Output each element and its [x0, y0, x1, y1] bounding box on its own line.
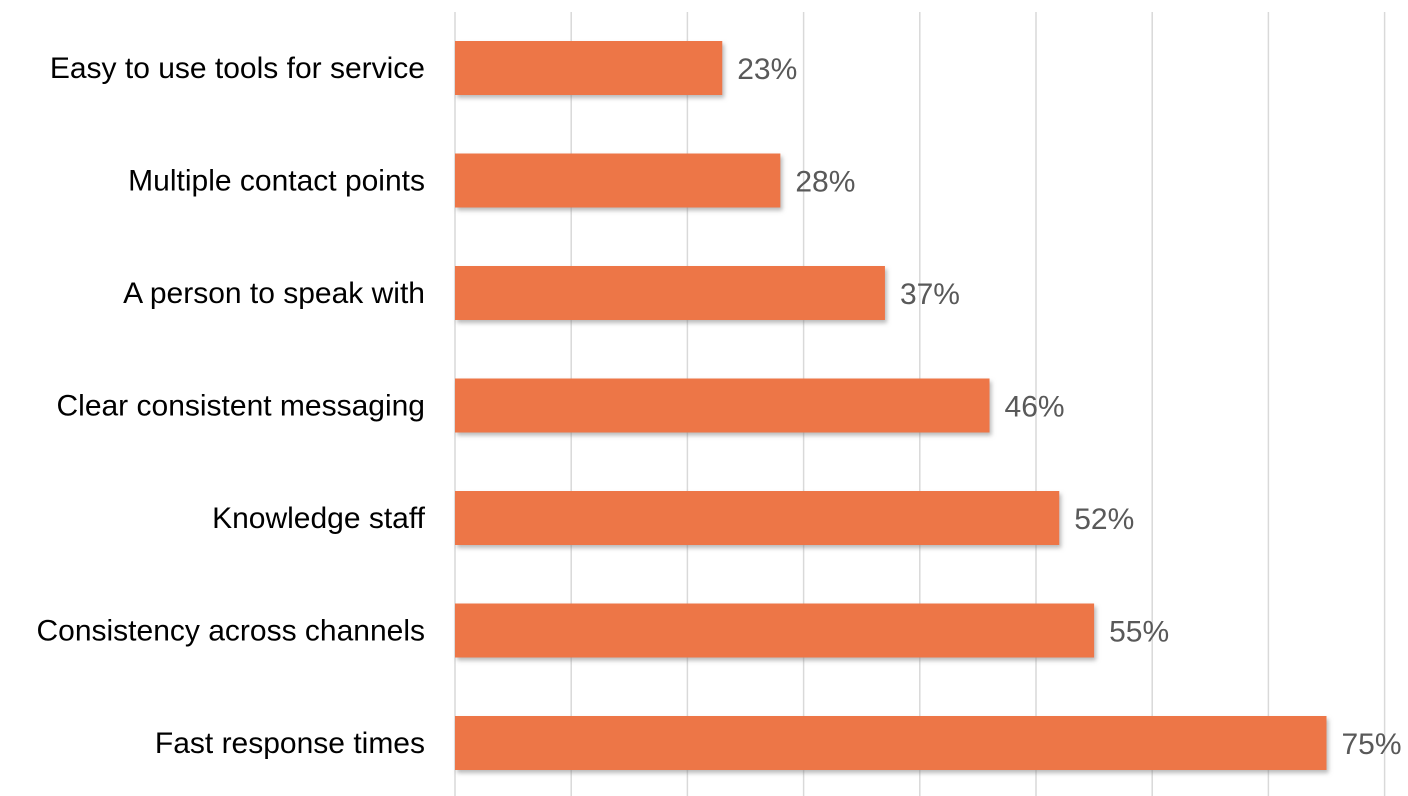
data-label: 55% — [1109, 616, 1169, 649]
bar — [455, 604, 1094, 658]
data-label: 46% — [1005, 391, 1065, 424]
bar — [455, 491, 1059, 545]
bars — [455, 41, 1327, 770]
category-label: Clear consistent messaging — [56, 390, 425, 423]
category-label: Knowledge staff — [212, 502, 426, 535]
category-label: Consistency across channels — [36, 615, 425, 648]
category-label: Fast response times — [155, 727, 425, 760]
data-label: 37% — [900, 278, 960, 311]
category-labels: Easy to use tools for service Multiple co… — [36, 52, 425, 760]
bar — [455, 154, 780, 208]
bar — [455, 379, 990, 433]
bar — [455, 41, 722, 95]
data-label: 28% — [795, 166, 855, 199]
bar — [455, 716, 1327, 770]
data-label: 52% — [1074, 503, 1134, 536]
data-label: 23% — [737, 53, 797, 86]
category-label: Easy to use tools for service — [50, 52, 425, 85]
category-label: Multiple contact points — [128, 165, 425, 198]
bar — [455, 266, 885, 320]
category-label: A person to speak with — [123, 277, 425, 310]
data-label: 75% — [1342, 728, 1402, 761]
